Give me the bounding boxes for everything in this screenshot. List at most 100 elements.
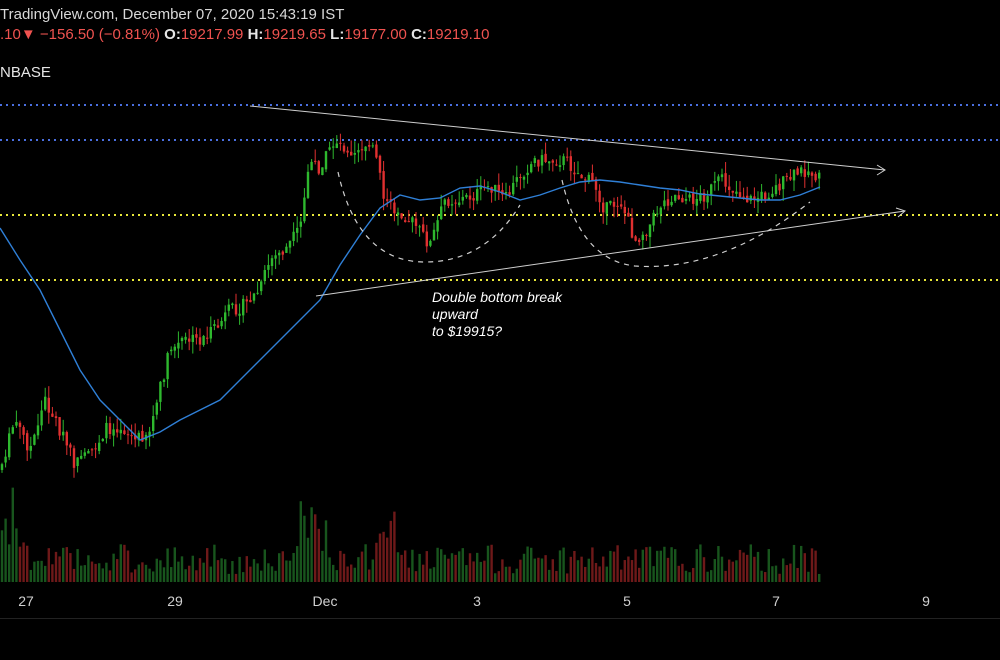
candle-body (558, 165, 562, 167)
candle-body (299, 221, 302, 227)
high-label: H: (247, 26, 264, 43)
candle-body (202, 335, 205, 346)
candle-body (404, 220, 407, 222)
volume-bar (155, 558, 158, 582)
candle-body (814, 173, 817, 181)
volume-bar (177, 561, 180, 582)
volume-bar (346, 566, 349, 582)
candle-body (548, 161, 551, 164)
candle-body (141, 430, 144, 442)
candle-body (807, 171, 810, 176)
volume-bar (0, 530, 4, 582)
candle-body (422, 224, 425, 232)
time-axis[interactable]: 27 29 Dec 3 5 7 9 (18, 593, 930, 609)
volume-bar (119, 544, 122, 582)
exchange-label: NBASE (0, 64, 51, 81)
volume-bar (479, 561, 482, 582)
volume-bar (436, 547, 439, 582)
volume-bars (0, 487, 821, 582)
candle-body (18, 422, 22, 427)
x-tick-label: 5 (623, 593, 631, 609)
upper-trendline (249, 105, 886, 171)
candle-body (40, 410, 43, 426)
volume-bar (414, 571, 418, 582)
volume-bar (141, 562, 144, 582)
volume-bar (594, 562, 598, 582)
candle-body (688, 194, 691, 198)
volume-bar (818, 573, 821, 582)
volume-bar (216, 560, 220, 582)
candle-body (681, 197, 684, 203)
volume-bar (292, 552, 295, 582)
arrow-icon (876, 164, 886, 176)
candle-body (414, 218, 418, 226)
volume-bar (735, 560, 738, 582)
volume-bar (494, 573, 497, 582)
candle-body (728, 186, 731, 190)
candle-body (742, 196, 745, 198)
volume-bar (443, 554, 446, 582)
candle-body (137, 432, 140, 441)
candle-body (425, 231, 428, 247)
candle-body (324, 151, 328, 170)
volume-bar (605, 566, 608, 582)
volume-bar (699, 544, 702, 582)
volume-bar (357, 557, 360, 582)
candle-body (407, 221, 410, 223)
candle-body (623, 206, 626, 214)
candle-body (717, 176, 720, 182)
volume-bar (274, 570, 277, 582)
volume-bar (551, 559, 554, 582)
volume-bar (738, 549, 742, 582)
volume-bar (627, 556, 630, 582)
volume-bar (278, 553, 281, 582)
volume-bar (472, 561, 475, 582)
candle-body (321, 167, 324, 176)
candle-body (450, 204, 454, 206)
volume-bar (591, 547, 594, 582)
volume-bar (746, 554, 749, 582)
candle-body (692, 193, 695, 204)
volume-bar (526, 546, 529, 582)
volume-bar (796, 567, 799, 582)
volume-bar (382, 531, 385, 582)
candle-body (566, 156, 569, 158)
candle-body (569, 156, 572, 171)
volume-bar (580, 556, 583, 582)
volume-bar (378, 533, 382, 582)
volume-bar (562, 547, 565, 582)
candle-body (242, 298, 245, 316)
candle-body (33, 434, 36, 445)
volume-bar (364, 544, 367, 582)
volume-bar (173, 547, 176, 582)
volume-bar (440, 549, 443, 582)
candle-body (530, 164, 533, 173)
candle-body (335, 143, 338, 149)
volume-bar (458, 551, 461, 582)
volume-bar (476, 552, 479, 582)
volume-bar (566, 573, 569, 582)
candle-body (702, 192, 706, 202)
candle-body (270, 258, 274, 266)
volume-bar (695, 549, 698, 582)
low-label: L: (330, 26, 345, 43)
candle-body (764, 192, 767, 200)
volume-bar (702, 557, 706, 582)
volume-bar (522, 553, 526, 582)
candle-body (296, 227, 299, 233)
volume-bar (814, 550, 817, 582)
volume-bar (69, 553, 72, 582)
candle-body (378, 155, 382, 173)
volume-bar (15, 528, 18, 582)
volume-bar (677, 565, 680, 582)
volume-bar (630, 560, 634, 582)
volume-bar (616, 545, 619, 582)
volume-bar (245, 556, 248, 582)
candle-body (609, 200, 612, 204)
candle-body (706, 196, 709, 203)
volume-bar (645, 547, 648, 582)
high-value: 19219.65 (263, 26, 326, 43)
candle-body (375, 144, 378, 158)
candle-body (191, 334, 194, 343)
